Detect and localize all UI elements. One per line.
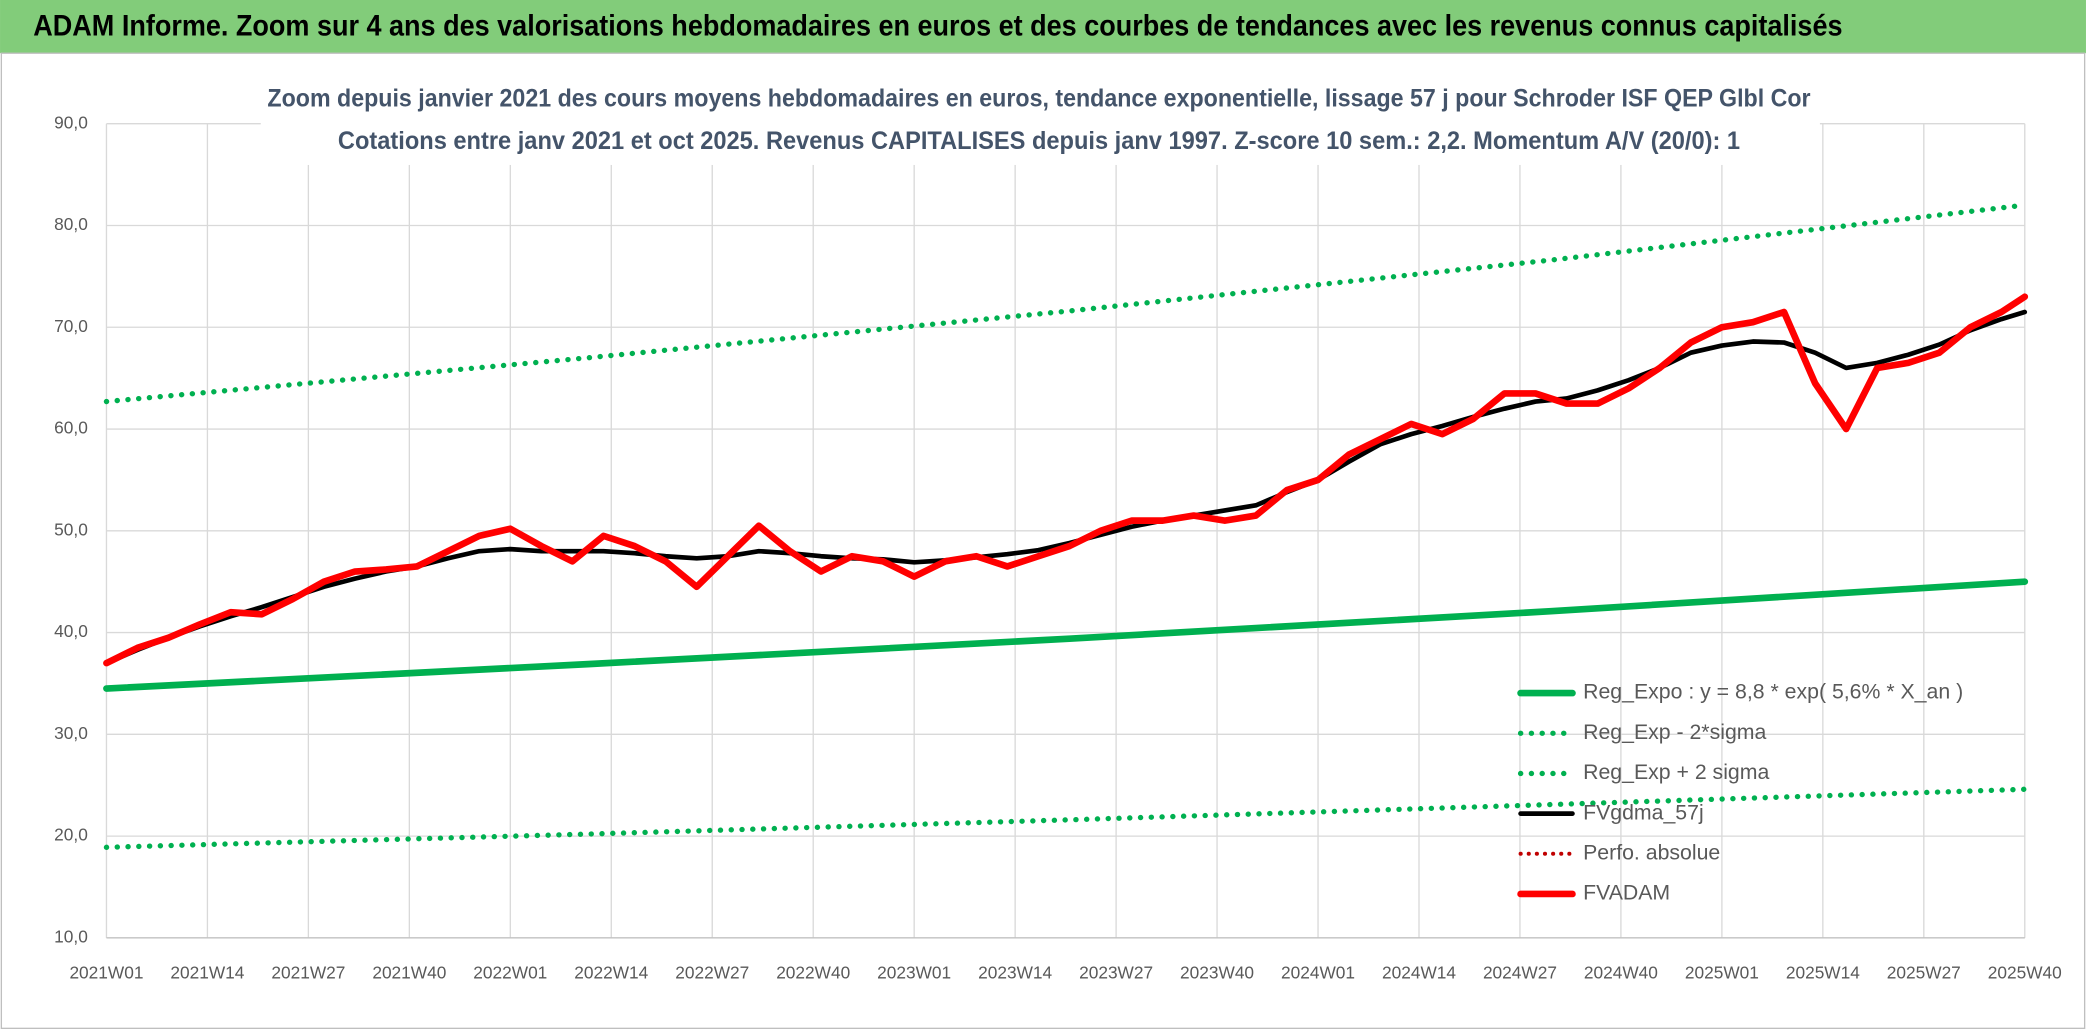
series-line xyxy=(103,202,2028,405)
x-tick-label: 2024W40 xyxy=(1584,962,1658,982)
y-tick-label: 30,0 xyxy=(54,723,88,743)
y-tick-label: 40,0 xyxy=(54,621,88,641)
x-tick-label: 2025W14 xyxy=(1786,962,1860,982)
legend-label: FVADAM xyxy=(1583,881,1670,905)
legend-label: FVgdma_57j xyxy=(1583,800,1704,824)
x-tick-label: 2021W14 xyxy=(170,962,244,982)
x-tick-label: 2024W14 xyxy=(1382,962,1456,982)
legend-label: Reg_Exp - 2*sigma xyxy=(1583,720,1766,744)
x-tick-label: 2025W01 xyxy=(1685,962,1759,982)
series-line xyxy=(103,786,2028,850)
x-tick-label: 2024W27 xyxy=(1483,962,1557,982)
chart-border xyxy=(0,52,2086,1030)
x-tick-label: 2023W40 xyxy=(1180,962,1254,982)
legend-label: Perfo. absolue xyxy=(1583,840,1720,864)
x-tick-label: 2023W27 xyxy=(1079,962,1153,982)
series-line xyxy=(103,578,2029,692)
series-line xyxy=(103,293,2029,667)
x-tick-label: 2025W40 xyxy=(1988,962,2062,982)
y-tick-label: 90,0 xyxy=(54,112,88,132)
y-tick-label: 80,0 xyxy=(54,214,88,234)
title-background xyxy=(260,77,1820,165)
x-tick-label: 2022W40 xyxy=(776,962,850,982)
y-tick-label: 50,0 xyxy=(54,519,88,539)
legend-label: Reg_Exp + 2 sigma xyxy=(1583,760,1769,784)
y-tick-label: 70,0 xyxy=(54,316,88,336)
x-tick-label: 2021W40 xyxy=(372,962,446,982)
x-tick-label: 2025W27 xyxy=(1887,962,1961,982)
header-title: ADAM Informe. Zoom sur 4 ans des valoris… xyxy=(33,11,1842,43)
chart-title: Zoom depuis janvier 2021 des cours moyen… xyxy=(267,84,1810,112)
y-tick-label: 20,0 xyxy=(54,825,88,845)
x-tick-label: 2022W27 xyxy=(675,962,749,982)
x-tick-label: 2021W27 xyxy=(271,962,345,982)
y-tick-label: 10,0 xyxy=(54,926,88,946)
x-tick-label: 2022W01 xyxy=(473,962,547,982)
x-tick-label: 2023W01 xyxy=(877,962,951,982)
x-tick-label: 2021W01 xyxy=(69,962,143,982)
titles: Zoom depuis janvier 2021 des cours moyen… xyxy=(260,77,1820,165)
x-tick-label: 2023W14 xyxy=(978,962,1052,982)
y-tick-label: 60,0 xyxy=(54,418,88,438)
chart-subtitle: Cotations entre janv 2021 et oct 2025. R… xyxy=(338,127,1740,155)
x-tick-label: 2024W01 xyxy=(1281,962,1355,982)
header-bar xyxy=(0,0,2086,54)
x-tick-label: 2022W14 xyxy=(574,962,648,982)
legend-label: Reg_Expo : y = 8,8 * exp( 5,6% * X_an ) xyxy=(1583,680,1963,704)
